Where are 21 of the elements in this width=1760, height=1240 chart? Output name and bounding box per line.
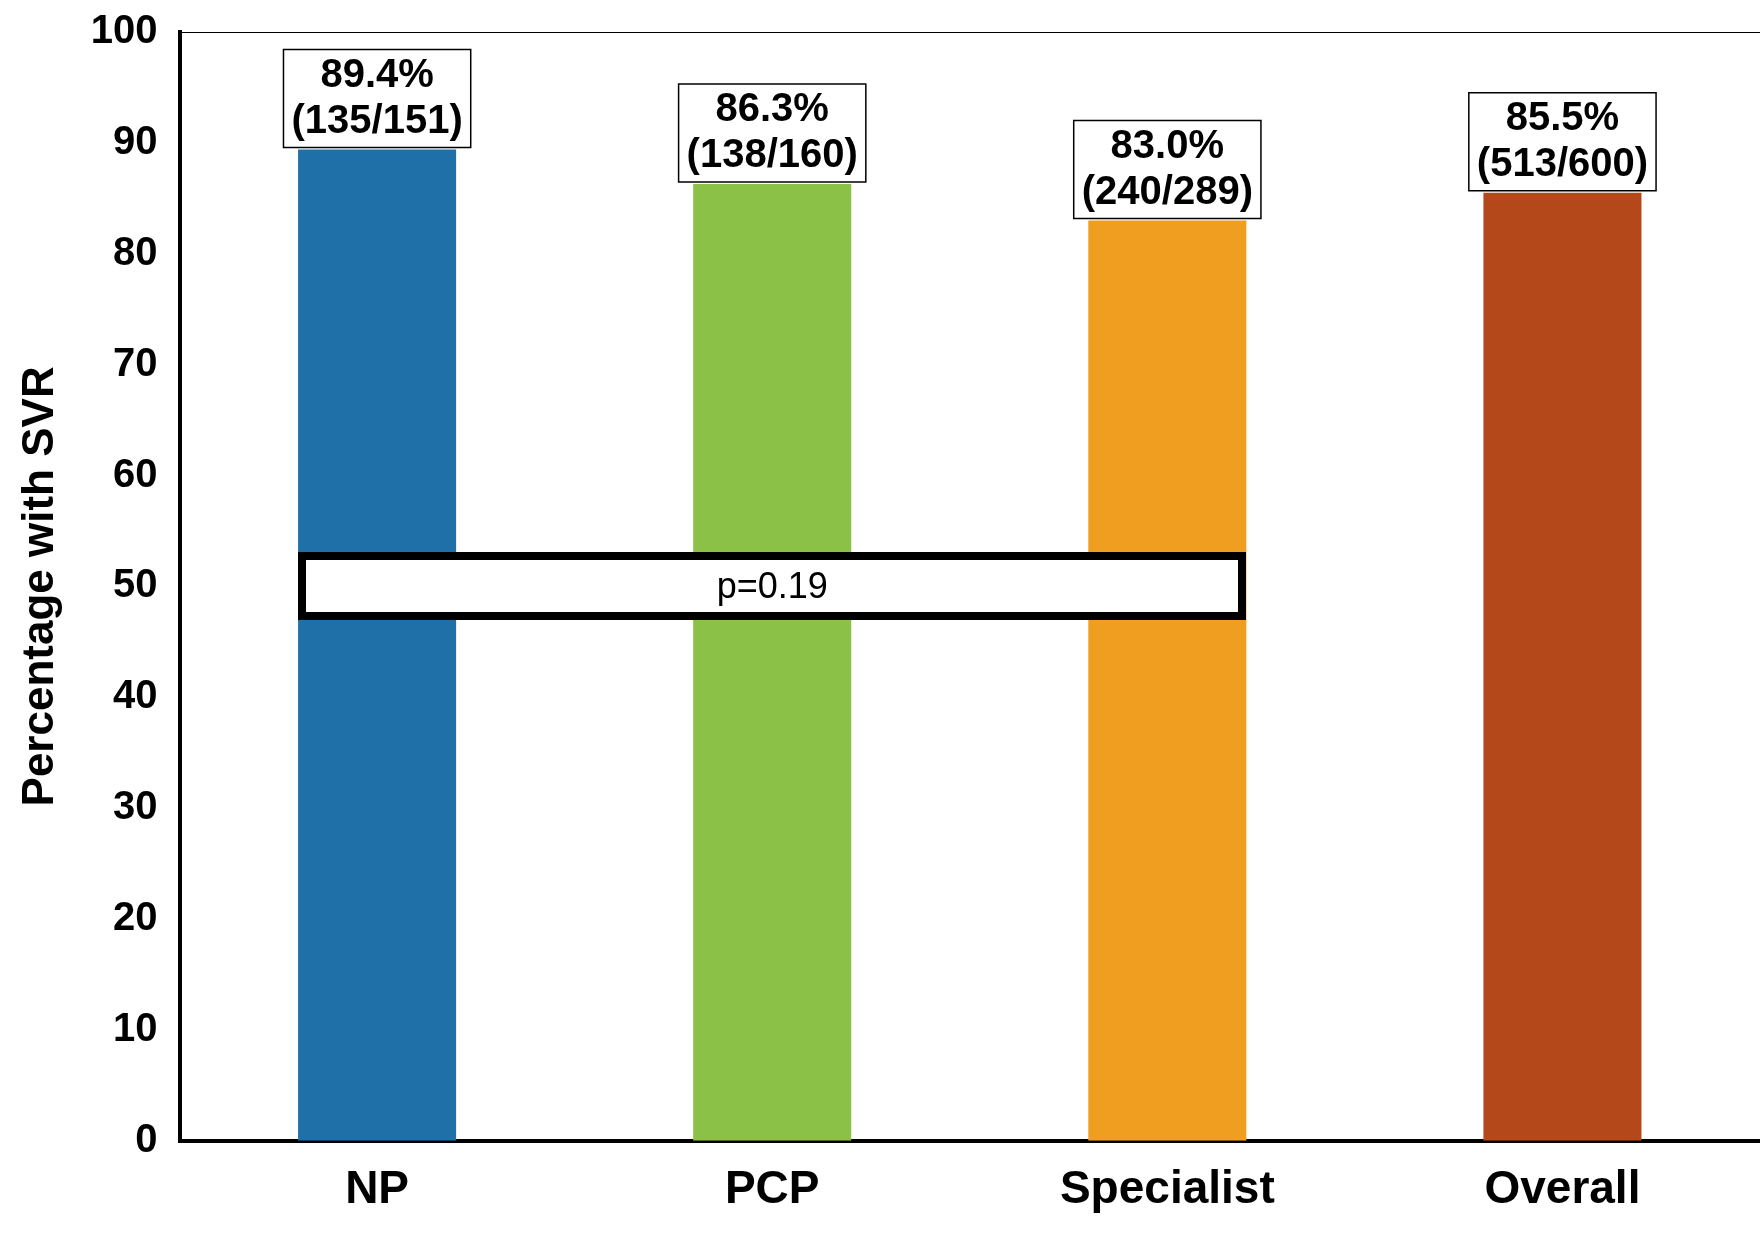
y-tick-label: 30 [113, 783, 158, 828]
y-tick-label: 10 [113, 1004, 158, 1049]
y-tick-label: 70 [113, 339, 158, 384]
text-frame: p=0.19 [298, 552, 1247, 621]
x-tick-label: NP [345, 1161, 410, 1214]
data-label: 85.5% (513/600) [1476, 93, 1649, 184]
data-label: 86.3% (138/160) [686, 84, 858, 175]
y-tick-label: 20 [113, 894, 158, 939]
y-tick-label: 40 [113, 672, 158, 717]
y-tick-label: 100 [90, 7, 158, 52]
y-tick-label: 60 [113, 450, 158, 495]
data-label: 89.4% (135/151) [291, 50, 463, 141]
x-tick-label: Specialist [1059, 1161, 1275, 1214]
x-tick-label: PCP [724, 1161, 820, 1214]
y-tick-label: 50 [113, 561, 158, 606]
x-tick-label: Overall [1484, 1161, 1641, 1214]
y-axis-title: Percentage with SVR [12, 366, 62, 807]
y-tick-label: 90 [113, 117, 158, 162]
y-tick-label: 0 [135, 1115, 158, 1160]
data-label: 83.0% (240/289) [1081, 121, 1253, 212]
y-tick-label: 80 [113, 228, 158, 273]
